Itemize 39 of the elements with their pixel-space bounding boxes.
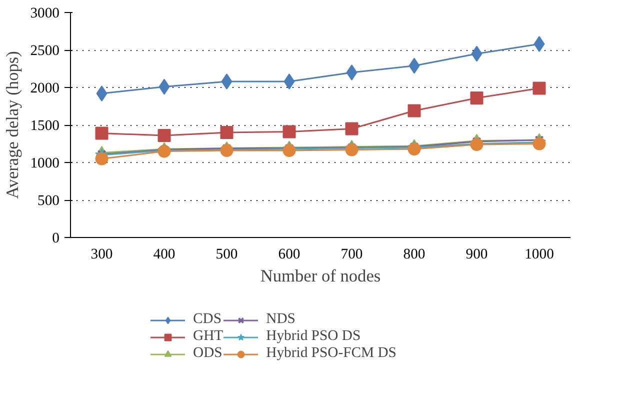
point <box>95 152 108 166</box>
point <box>532 137 546 150</box>
x-tick-label: 300 <box>90 246 113 262</box>
y-tick-label: 1500 <box>30 118 60 134</box>
y-tick-label: 1000 <box>30 156 60 172</box>
legend-label: Hybrid PSO-FCM DS <box>266 345 396 362</box>
point <box>345 143 358 156</box>
legend-label: GHT <box>193 328 224 345</box>
y-tick-label: 2500 <box>30 43 60 59</box>
x-tick-label: 500 <box>216 246 238 262</box>
y-tick-label: 0 <box>52 230 60 246</box>
point <box>220 126 234 139</box>
x-tick-label: 700 <box>340 246 363 262</box>
x-axis-title: Number of nodes <box>260 266 381 286</box>
point <box>96 86 108 102</box>
x-tick-label: 400 <box>153 246 176 262</box>
x-tick-label: 600 <box>278 246 300 262</box>
point <box>95 126 108 140</box>
x-tick-label: 1000 <box>524 246 554 262</box>
point <box>408 104 421 118</box>
x-tick-label: 900 <box>466 246 488 262</box>
legend-label: CDS <box>193 311 222 328</box>
point <box>158 129 171 142</box>
point <box>345 122 358 136</box>
point <box>221 74 232 90</box>
y-tick-label: 3000 <box>30 6 60 22</box>
legend-label: Hybrid PSO DS <box>266 328 361 345</box>
point <box>284 74 295 90</box>
x-tick-label: 800 <box>403 246 426 262</box>
y-tick-label: 2000 <box>30 80 60 96</box>
y-axis-title: Average delay (hops) <box>3 50 22 199</box>
point <box>282 125 296 138</box>
y-tick-label: 500 <box>38 193 60 209</box>
point <box>470 92 484 104</box>
point <box>534 36 545 52</box>
point <box>532 82 546 95</box>
legend-label: NDS <box>266 311 296 328</box>
legend-label: ODS <box>193 345 222 362</box>
point <box>346 64 358 80</box>
